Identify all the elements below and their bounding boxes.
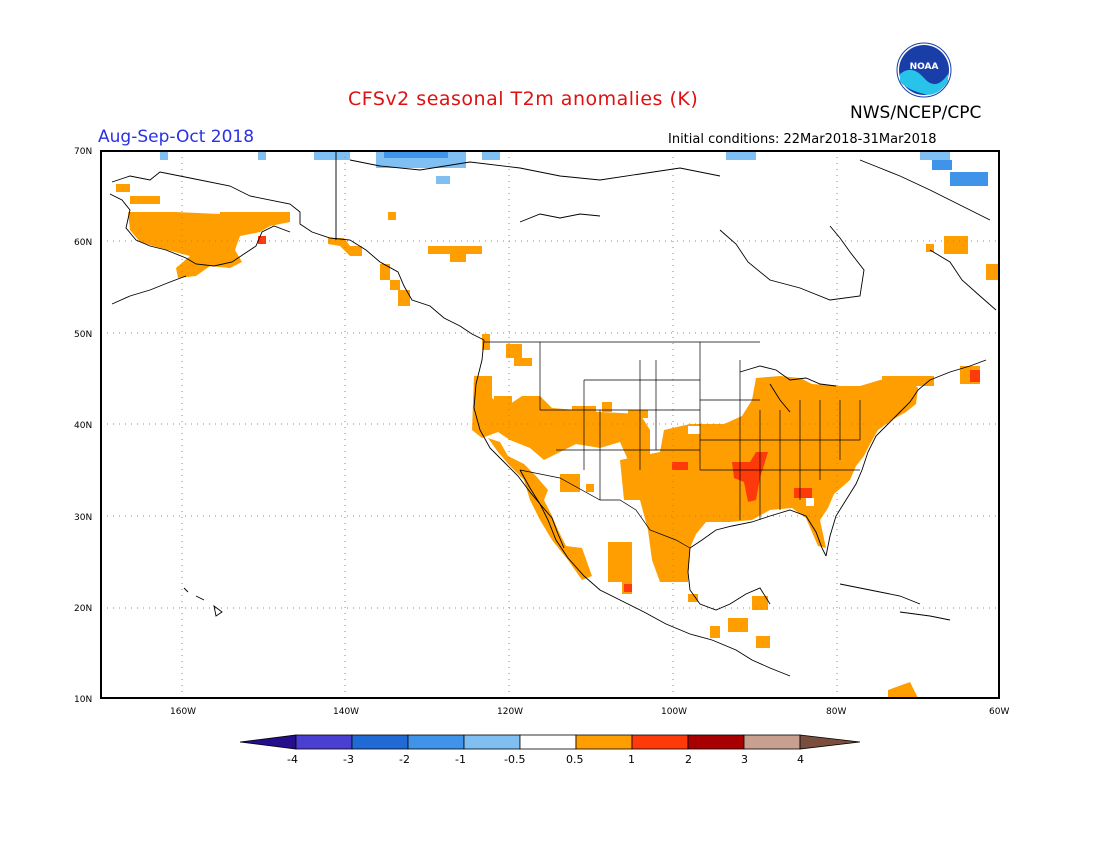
- colorbar-segment: [295, 734, 353, 750]
- lon-tick: 160W: [170, 707, 196, 717]
- noaa-logo: NOAA: [896, 42, 952, 98]
- colorbar-segment: [519, 734, 577, 750]
- lon-tick: 100W: [661, 707, 687, 717]
- lon-tick-labels: 160W 140W 120W 100W 80W 60W: [170, 707, 1009, 717]
- coastlines: [109, 152, 997, 677]
- colorbar-segment: [463, 734, 521, 750]
- lon-tick: 140W: [333, 707, 359, 717]
- map-frame: [100, 150, 1000, 699]
- colorbar-label: -4: [287, 753, 298, 766]
- colorbar-segment: [743, 734, 801, 750]
- lat-tick: 60N: [74, 238, 92, 248]
- initial-conditions-label: Initial conditions: 22Mar2018-31Mar2018: [668, 132, 937, 147]
- colorbar-segment: [239, 734, 297, 750]
- colorbar-segment: [631, 734, 689, 750]
- colorbar-label: 3: [741, 753, 748, 766]
- colorbar-label: -2: [399, 753, 410, 766]
- season-label: Aug-Sep-Oct 2018: [98, 127, 255, 147]
- lat-tick: 10N: [74, 695, 92, 705]
- colorbar-segment: [351, 734, 409, 750]
- colorbar-label: -0.5: [504, 753, 525, 766]
- svg-text:NOAA: NOAA: [910, 62, 939, 72]
- colorbar-segment: [799, 734, 861, 750]
- lon-tick: 60W: [989, 707, 1009, 717]
- agency-label: NWS/NCEP/CPC: [850, 103, 982, 123]
- lat-tick: 30N: [74, 513, 92, 523]
- colorbar-segment: [687, 734, 745, 750]
- lat-tick: 20N: [74, 604, 92, 614]
- colorbar-label: 4: [797, 753, 804, 766]
- colorbar-label: -3: [343, 753, 354, 766]
- lon-tick: 80W: [826, 707, 846, 717]
- lat-tick: 50N: [74, 330, 92, 340]
- lat-tick: 70N: [74, 147, 92, 157]
- colorbar-segment: [575, 734, 633, 750]
- colorbar-label: 2: [685, 753, 692, 766]
- colorbar: -4 -3 -2 -1 -0.5 0.5 1 2 3 4: [239, 734, 861, 766]
- colorbar-label: -1: [455, 753, 466, 766]
- map-title: CFSv2 seasonal T2m anomalies (K): [348, 88, 699, 110]
- lon-tick: 120W: [497, 707, 523, 717]
- political-borders: [484, 341, 861, 549]
- colorbar-label: 0.5: [566, 753, 584, 766]
- colorbar-segment: [407, 734, 465, 750]
- colorbar-label: 1: [628, 753, 635, 766]
- lat-tick-labels: 10N 20N 30N 40N 50N 60N 70N: [74, 147, 92, 705]
- lat-tick: 40N: [74, 421, 92, 431]
- warm-patch-alaska: [128, 212, 290, 278]
